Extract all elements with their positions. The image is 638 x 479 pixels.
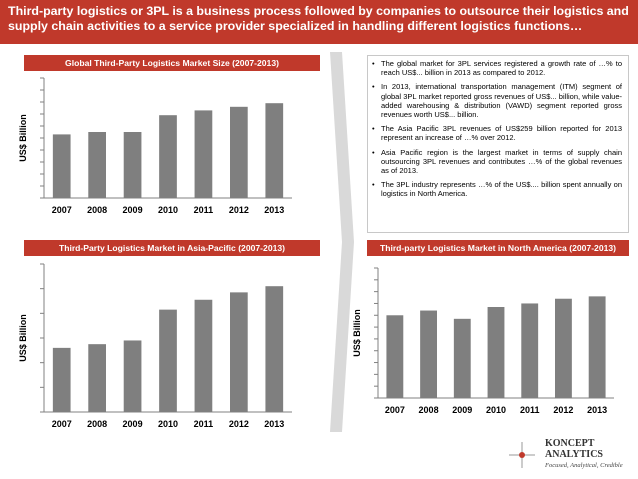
bar-2009 [123,340,142,412]
y-axis-label: US$ Billion [352,309,362,357]
bar-2012 [230,106,248,198]
bar-2013 [265,103,284,198]
x-tick-label: 2007 [52,205,72,215]
bar-2011 [521,303,539,398]
x-tick-label: 2010 [158,419,178,429]
x-tick-label: 2010 [486,405,506,415]
y-axis-label: US$ Billion [18,314,28,362]
x-tick-label: 2012 [229,419,249,429]
x-tick-label: 2009 [123,419,143,429]
bar-2007 [52,134,71,198]
x-tick-label: 2011 [194,205,214,215]
bar-2007 [386,315,404,398]
bar-2011 [194,110,213,198]
y-axis-label: US$ Billion [18,114,28,162]
bar-2008 [420,310,437,398]
x-tick-label: 2009 [123,205,143,215]
x-tick-label: 2007 [385,405,405,415]
chart-asia-pacific: 2007 2008 2009 2010 2011 2012 2013 US$ Billion [18,263,292,429]
x-tick-label: 2007 [52,419,72,429]
bar-2010 [159,309,177,412]
bar-2008 [88,344,106,412]
fact-item: The global market for 3PL services regis… [372,59,622,77]
bar-2009 [453,318,471,398]
koncept-analytics-logo: KONCEPT ANALYTICS Focused, Analytical, C… [505,436,633,476]
bar-2013 [265,286,284,412]
x-tick-label: 2010 [158,205,178,215]
logo-name: KONCEPT ANALYTICS [545,438,603,460]
x-tick-label: 2012 [229,205,249,215]
key-facts-box: The global market for 3PL services regis… [367,55,629,233]
bar-2010 [159,115,177,198]
x-tick-label: 2011 [194,419,214,429]
chart-north-america: 2007 2008 2009 2010 2011 2012 2013 US$ Billion [352,267,614,415]
x-tick-label: 2013 [264,419,284,429]
bar-2010 [487,307,505,398]
logo-tagline: Focused, Analytical, Credible [545,462,623,469]
chart-global: 2007 2008 2009 2010 2011 2012 2013 US$ Billion [18,77,292,215]
fact-item: The 3PL industry represents …% of the US… [372,180,622,198]
x-tick-label: 2013 [587,405,607,415]
chart-north-america-title: Third-party Logistics Market in North Am… [367,240,629,256]
chart-asia-pacific-title: Third-Party Logistics Market in Asia-Pac… [24,240,320,256]
logo-name-line1: KONCEPT [545,438,595,449]
bar-2012 [230,292,248,412]
bar-2013 [588,296,606,398]
x-tick-label: 2011 [520,405,540,415]
key-facts-list: The global market for 3PL services regis… [372,59,622,199]
bar-2008 [88,132,106,198]
chart-global-title: Global Third-Party Logistics Market Size… [24,55,320,71]
page-header: Third-party logistics or 3PL is a busine… [0,0,638,44]
fact-item: Asia Pacific region is the largest marke… [372,148,622,176]
x-tick-label: 2013 [264,205,284,215]
x-tick-label: 2009 [452,405,472,415]
fact-item: In 2013, international transportation ma… [372,82,622,119]
bar-2009 [123,132,142,198]
bar-2007 [52,347,71,412]
logo-name-line2: ANALYTICS [545,449,603,460]
fact-item: The Asia Pacific 3PL revenues of US$259 … [372,124,622,142]
logo-mark-icon [509,442,535,468]
bar-2012 [555,298,572,398]
x-tick-label: 2008 [87,205,107,215]
arrow-shape-fill [330,52,354,432]
arrow-shape [330,52,354,432]
x-tick-label: 2008 [87,419,107,429]
bar-2011 [194,299,213,412]
x-tick-label: 2012 [553,405,573,415]
x-tick-label: 2008 [419,405,439,415]
page-title: Third-party logistics or 3PL is a busine… [8,4,629,33]
